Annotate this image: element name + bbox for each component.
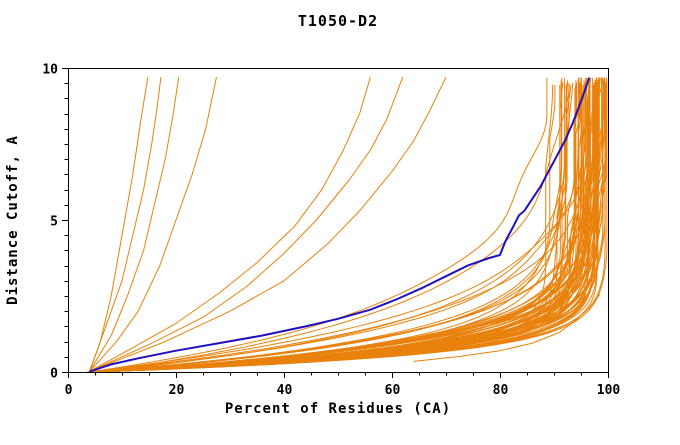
model-curve xyxy=(93,82,581,373)
model-curve xyxy=(90,77,587,373)
y-axis-label: Distance Cutoff, A xyxy=(5,135,21,305)
model-curves xyxy=(86,76,608,373)
model-curve xyxy=(89,77,582,373)
outlier-model-7 xyxy=(89,76,447,372)
x-tick-label: 20 xyxy=(169,383,185,398)
model-curve xyxy=(89,80,582,373)
outlier-model-1 xyxy=(89,77,149,372)
outlier-model-3 xyxy=(89,77,180,372)
y-tick-label: 0 xyxy=(50,367,58,382)
x-tick-label: 0 xyxy=(65,383,73,398)
model-curve xyxy=(87,85,595,373)
model-curve xyxy=(89,77,565,373)
y-tick-label: 5 xyxy=(50,215,58,230)
model-curve xyxy=(94,77,582,373)
highlight-best-model xyxy=(89,77,591,373)
x-tick-label: 100 xyxy=(597,383,621,398)
outlier-model-2 xyxy=(89,77,162,372)
late-riser-model xyxy=(413,294,601,362)
model-curve xyxy=(87,77,604,373)
outlier-model-4 xyxy=(89,76,217,372)
outlier-model-5 xyxy=(89,76,371,372)
chart-title: T1050-D2 xyxy=(298,12,378,30)
model-curve xyxy=(92,85,556,373)
model-curve xyxy=(94,80,598,373)
model-curve xyxy=(94,77,606,373)
y-tick-label: 10 xyxy=(42,63,58,78)
model-curve xyxy=(96,82,568,373)
model-curve xyxy=(93,82,564,373)
x-tick-label: 80 xyxy=(493,383,509,398)
model-curve xyxy=(96,84,570,373)
x-axis-label: Percent of Residues (CA) xyxy=(225,401,451,417)
model-curve xyxy=(92,77,582,373)
outlier-model-6 xyxy=(89,76,404,372)
model-curve xyxy=(94,85,585,373)
model-curve xyxy=(88,77,601,373)
model-curve xyxy=(95,82,577,373)
model-curve xyxy=(95,80,599,373)
x-tick-label: 40 xyxy=(277,383,293,398)
model-curve xyxy=(97,77,608,373)
axes-frame: 0 20 40 60 80 100 0 5 10 xyxy=(42,63,620,399)
x-tick-label: 60 xyxy=(385,383,401,398)
